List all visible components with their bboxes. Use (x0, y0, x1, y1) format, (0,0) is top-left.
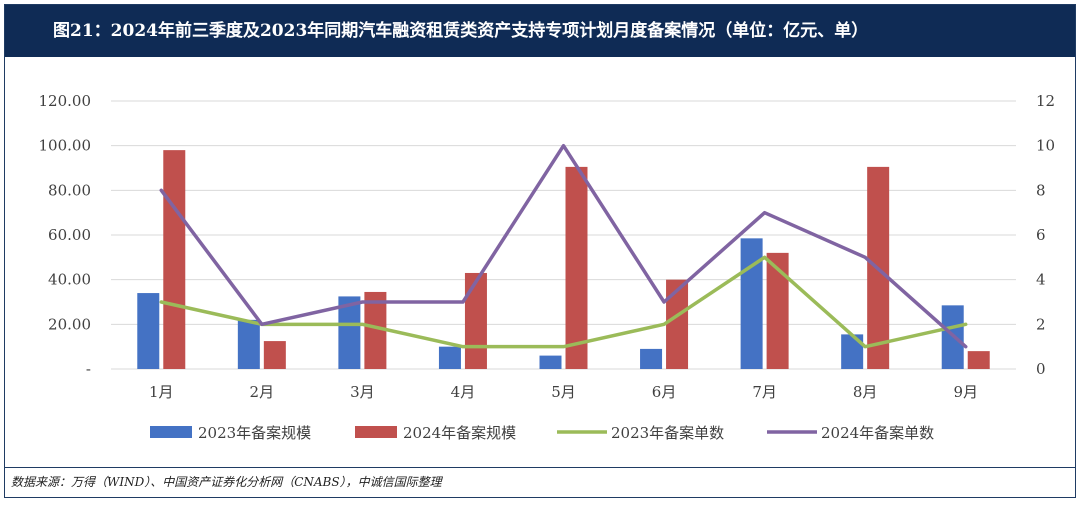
bar-2024-scale (666, 279, 689, 369)
bar-2023-scale (841, 334, 864, 369)
y-right-tick-label: 12 (1036, 92, 1055, 110)
bar-2023-scale (740, 238, 763, 369)
bar-2024-scale (766, 252, 789, 369)
y-right-tick-label: 2 (1036, 315, 1046, 333)
legend-label: 2023年备案单数 (611, 424, 724, 442)
source-note: 数据来源：万得（WIND）、中国资产证券化分析网（CNABS），中诚信国际整理 (11, 475, 442, 489)
bar-2023-scale (539, 355, 562, 369)
y-left-tick-label: - (86, 360, 91, 378)
bar-2023-scale (438, 346, 461, 369)
x-tick-label: 9月 (953, 383, 978, 401)
bar-2023-scale (237, 319, 260, 369)
y-right-tick-label: 10 (1036, 137, 1055, 155)
y-left-tick-label: 60.00 (48, 226, 91, 244)
figure-frame: 图21：2024年前三季度及2023年同期汽车融资租赁类资产支持专项计划月度备案… (4, 4, 1076, 498)
line-2023-count (159, 255, 968, 349)
y-right-tick-label: 6 (1036, 226, 1046, 244)
x-tick-label: 3月 (350, 383, 375, 401)
chart-title: 图21：2024年前三季度及2023年同期汽车融资租赁类资产支持专项计划月度备案… (5, 5, 1075, 57)
x-tick-label: 4月 (451, 383, 476, 401)
bar-2024-scale (163, 150, 186, 369)
y-left-tick-label: 80.00 (48, 181, 91, 199)
bar-2024-scale (464, 272, 487, 369)
y-left-tick-label: 120.00 (39, 92, 92, 110)
bar-2023-scale (338, 296, 361, 369)
bar-2024-scale (364, 291, 387, 369)
y-right-tick-label: 4 (1036, 271, 1046, 289)
legend-label: 2024年备案单数 (821, 424, 934, 442)
legend-label: 2024年备案规模 (403, 424, 516, 442)
y-left-tick-label: 20.00 (48, 315, 91, 333)
divider (5, 467, 1075, 468)
x-tick-label: 6月 (652, 383, 677, 401)
bar-2023-scale (137, 293, 160, 369)
bar-2024-scale (967, 351, 990, 369)
line-2024-count (159, 143, 968, 349)
x-tick-label: 5月 (551, 383, 576, 401)
y-right-tick-label: 8 (1036, 181, 1046, 199)
bar-2023-scale (640, 348, 663, 369)
x-tick-label: 1月 (149, 383, 174, 401)
y-left-tick-label: 100.00 (39, 137, 92, 155)
legend-swatch (355, 426, 397, 438)
bar-2024-scale (263, 341, 286, 369)
legend-swatch (150, 426, 192, 438)
x-tick-label: 8月 (853, 383, 878, 401)
legend-label: 2023年备案规模 (198, 424, 311, 442)
y-left-tick-label: 40.00 (48, 271, 91, 289)
x-tick-label: 2月 (250, 383, 275, 401)
bar-2024-scale (565, 166, 588, 369)
y-right-tick-label: 0 (1036, 360, 1046, 378)
chart: - 20.00 40.00 60.00 80.00 100.00 120.00 0 2 4 6 8 10… (39, 92, 1056, 442)
x-tick-label: 7月 (752, 383, 777, 401)
